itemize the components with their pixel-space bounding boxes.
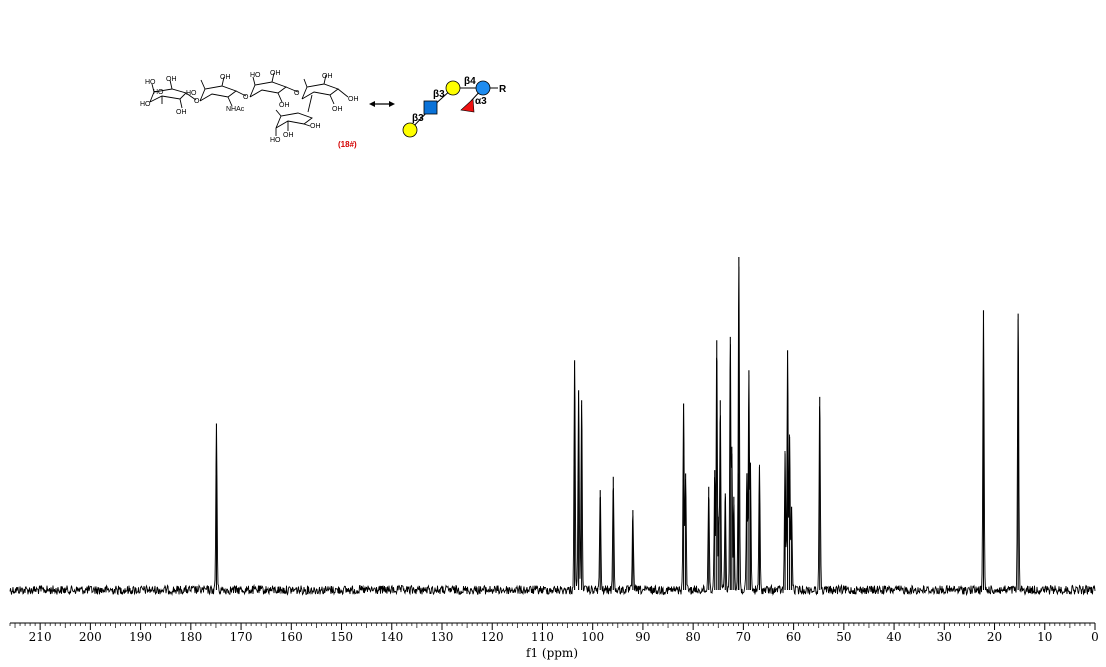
label-ho: HO	[186, 90, 197, 97]
glcnac-square-symbol	[423, 100, 438, 115]
label-oh: OH	[220, 74, 231, 81]
structure-group-labels: HO OH HO HO OH O OH HO NHAc O HO OH OH O…	[140, 70, 359, 149]
x-tick-label: 160	[280, 630, 303, 644]
x-tick-label: 10	[1037, 630, 1052, 644]
x-tick-label: 40	[886, 630, 901, 644]
chemical-structure	[149, 72, 349, 136]
x-tick-label: 110	[531, 630, 554, 644]
galactose-symbol-internal	[445, 80, 461, 96]
x-tick-label: 50	[836, 630, 851, 644]
label-ho: HO	[270, 137, 281, 144]
label-oh: OH	[176, 109, 187, 116]
x-axis-tick-labels: 210 200 190 180 170 160 150 140 130 120 110 100 90 80…	[29, 630, 1099, 644]
glycan-symbol-diagram: β3 β3 β4 α3 R	[402, 76, 507, 138]
x-tick-label: 130	[431, 630, 454, 644]
label-oh: OH	[322, 73, 333, 80]
label-oh: OH	[166, 76, 177, 83]
label-o: O	[194, 98, 200, 105]
label-ho: HO	[153, 89, 164, 96]
label-oh: OH	[310, 123, 321, 130]
x-axis-ticks	[9, 623, 1096, 630]
label-o: O	[243, 94, 249, 101]
spectrum-plot	[9, 257, 1096, 597]
aglycone-label: R	[499, 84, 507, 95]
label-ho: HO	[140, 101, 151, 108]
label-oh: OH	[270, 70, 281, 77]
x-tick-label: 170	[230, 630, 253, 644]
linkage-beta3-lower: β3	[412, 113, 424, 124]
label-o: O	[294, 90, 300, 97]
label-nhac: NHAc	[226, 106, 245, 113]
x-tick-label: 90	[635, 630, 650, 644]
x-tick-label: 30	[937, 630, 952, 644]
x-tick-label: 80	[686, 630, 701, 644]
compound-id: (18#)	[338, 140, 357, 149]
x-tick-label: 0	[1091, 630, 1099, 644]
galactose-symbol-terminal	[402, 122, 418, 138]
x-tick-label: 20	[987, 630, 1002, 644]
linkage-beta4: β4	[464, 76, 476, 87]
x-tick-label: 200	[79, 630, 102, 644]
x-tick-label: 100	[581, 630, 604, 644]
x-tick-label: 60	[786, 630, 801, 644]
x-tick-label: 150	[330, 630, 353, 644]
x-tick-label: 120	[481, 630, 504, 644]
x-tick-label: 190	[129, 630, 152, 644]
x-tick-label: 70	[736, 630, 751, 644]
double-arrow-icon	[369, 101, 395, 107]
x-tick-label: 210	[29, 630, 52, 644]
fucose-triangle-symbol	[460, 98, 475, 113]
label-oh: OH	[348, 96, 359, 103]
linkage-alpha3: α3	[475, 96, 487, 107]
label-oh: OH	[283, 132, 294, 139]
x-axis: 210 200 190 180 170 160 150 140 130 120 110 100 90 80…	[9, 622, 1099, 660]
linkage-beta3-upper: β3	[433, 89, 445, 100]
label-oh: OH	[279, 102, 290, 109]
x-tick-label: 180	[179, 630, 202, 644]
x-axis-title: f1 (ppm)	[526, 646, 578, 660]
spectrum-trace	[9, 266, 1096, 597]
label-oh: OH	[332, 106, 343, 113]
x-tick-label: 140	[380, 630, 403, 644]
label-ho: HO	[250, 72, 261, 79]
label-ho: HO	[145, 79, 156, 86]
glucose-symbol	[475, 80, 491, 96]
